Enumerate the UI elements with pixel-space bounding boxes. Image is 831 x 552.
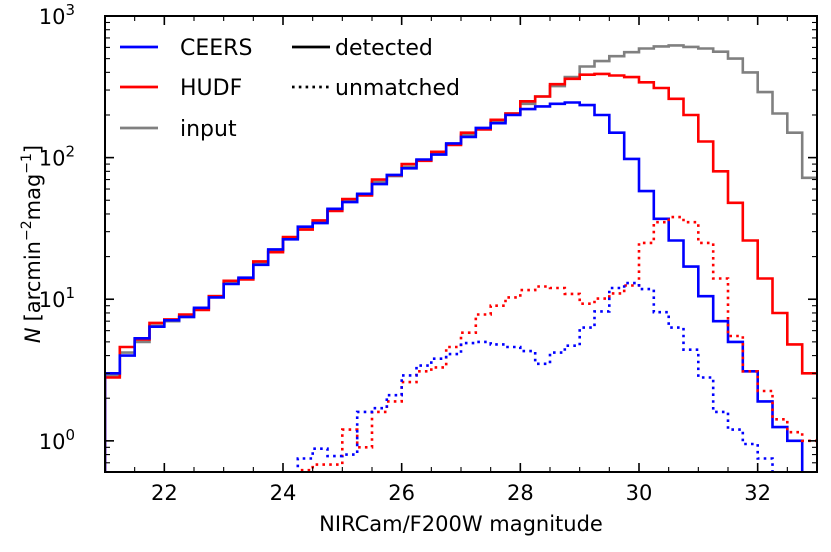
- legend-entry-input: input: [120, 117, 237, 142]
- axes-frame: [104, 15, 818, 473]
- legend: CEERS detected HUDF unmatched input: [120, 36, 460, 142]
- legend-label: detected: [335, 36, 433, 61]
- series-input: [105, 44, 817, 472]
- x-tick-label: 28: [507, 481, 534, 505]
- legend-entry-detected: detected: [292, 36, 433, 61]
- x-tick-label: 30: [626, 481, 653, 505]
- bin-hudf-unmatched: [773, 418, 788, 421]
- legend-label: HUDF: [180, 76, 242, 101]
- x-tick-label: 32: [744, 481, 771, 505]
- bin-hudf-unmatched: [313, 463, 328, 466]
- x-tick-label: 26: [388, 481, 415, 505]
- line-hudf-unmatched: [296, 215, 817, 472]
- y-axis-label-exp2: −1: [19, 153, 35, 174]
- bin-ceers-unmatched: [580, 326, 595, 329]
- x-tick-label: 22: [151, 481, 178, 505]
- bin-ceers: [802, 496, 817, 499]
- legend-label: CEERS: [180, 36, 252, 61]
- y-axis-label-close: ]: [21, 145, 45, 153]
- bin-hudf-unmatched: [609, 292, 624, 295]
- line-ceers-unmatched: [296, 281, 789, 472]
- bin-ceers-unmatched: [417, 364, 432, 367]
- y-axis-label-symbol: N: [21, 327, 45, 343]
- y-tick-label: 103: [39, 1, 75, 29]
- y-axis-label-units: [arcmin: [21, 241, 45, 321]
- y-tick-label: 100: [39, 426, 75, 454]
- bin-hudf-unmatched: [669, 216, 684, 219]
- y-tick-label: 101: [39, 284, 75, 312]
- bin-ceers-unmatched: [787, 488, 802, 491]
- legend-label: unmatched: [335, 76, 460, 101]
- bin-hudf-unmatched: [787, 431, 802, 434]
- y-axis-label: N [arcmin−2mag−1]: [19, 145, 45, 343]
- x-tick-label: 24: [270, 481, 297, 505]
- legend-entry-ceers: CEERS: [120, 36, 252, 61]
- legend-entry-unmatched: unmatched: [292, 76, 460, 101]
- bin-ceers-unmatched: [342, 453, 357, 456]
- y-axis-label-mag: mag: [21, 174, 45, 221]
- series-ceers: [105, 101, 817, 499]
- line-input: [105, 44, 817, 472]
- series-hudf-unmatched: [296, 215, 817, 472]
- bin-ceers-unmatched: [446, 353, 461, 356]
- bin-ceers-unmatched: [802, 513, 817, 516]
- bin-ceers-unmatched: [550, 351, 565, 354]
- legend-label: input: [180, 117, 237, 142]
- series-layer: [105, 44, 817, 516]
- x-tick-labels: 22 24 26 28 30 32: [151, 481, 771, 505]
- bin-hudf-unmatched: [654, 221, 669, 224]
- x-axis-label: NIRCam/F200W magnitude: [319, 512, 603, 536]
- series-ceers-unmatched: [296, 281, 817, 516]
- legend-entry-hudf: HUDF: [120, 76, 242, 101]
- y-axis-label-exp1: −2: [19, 220, 35, 241]
- y-tick-labels: 100 101 102 103: [39, 1, 75, 454]
- line-ceers: [105, 101, 804, 472]
- y-tick-label: 102: [39, 143, 75, 171]
